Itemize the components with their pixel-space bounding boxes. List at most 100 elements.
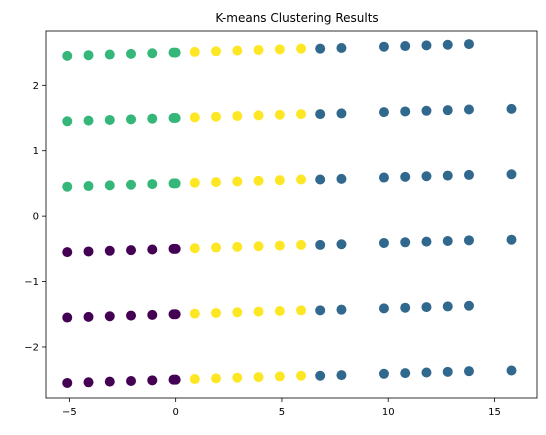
data-point [104, 376, 115, 387]
data-point [400, 41, 411, 52]
data-point [253, 306, 264, 317]
data-point [253, 241, 264, 252]
data-point [62, 181, 73, 192]
data-point [170, 178, 181, 189]
data-point [336, 43, 347, 54]
data-point [189, 374, 200, 385]
data-point [378, 41, 389, 52]
data-point [189, 308, 200, 319]
data-point [315, 109, 326, 120]
chart-title: K-means Clustering Results [215, 11, 378, 25]
data-point [104, 311, 115, 322]
data-point [83, 246, 94, 257]
data-point [400, 171, 411, 182]
data-point [170, 309, 181, 320]
data-point [421, 40, 432, 51]
data-point [232, 176, 243, 187]
data-point [147, 244, 158, 255]
data-point [170, 243, 181, 254]
x-tick-label: 0 [172, 407, 178, 418]
data-point [83, 377, 94, 388]
x-tick-label: 15 [488, 407, 501, 418]
data-point [442, 170, 453, 181]
data-point [211, 307, 222, 318]
data-point [104, 49, 115, 60]
data-point [336, 108, 347, 119]
data-point [296, 43, 307, 54]
data-point [83, 311, 94, 322]
scatter-points [62, 39, 517, 388]
data-point [232, 111, 243, 122]
data-point [253, 44, 264, 55]
data-point [506, 234, 517, 245]
data-point [126, 179, 137, 190]
data-point [378, 172, 389, 183]
data-point [232, 307, 243, 318]
data-point [211, 46, 222, 57]
data-point [232, 241, 243, 252]
data-point [189, 243, 200, 254]
data-point [442, 105, 453, 116]
data-point [400, 237, 411, 248]
data-point [211, 373, 222, 384]
y-tick-label: −1 [24, 277, 39, 288]
data-point [274, 371, 285, 382]
data-point [463, 39, 474, 50]
data-point [147, 113, 158, 124]
data-point [463, 235, 474, 246]
data-point [442, 39, 453, 50]
y-tick-label: 0 [33, 212, 39, 223]
data-point [126, 245, 137, 256]
data-point [378, 303, 389, 314]
data-point [189, 112, 200, 123]
y-tick-label: 1 [33, 146, 39, 157]
data-point [211, 111, 222, 122]
data-point [400, 106, 411, 117]
data-point [211, 177, 222, 188]
data-point [170, 113, 181, 124]
data-point [62, 116, 73, 127]
data-point [296, 305, 307, 316]
data-point [83, 50, 94, 61]
data-point [442, 235, 453, 246]
data-point [336, 304, 347, 315]
data-point [232, 45, 243, 56]
data-point [296, 370, 307, 381]
data-point [421, 367, 432, 378]
data-point [506, 365, 517, 376]
x-axis-ticks: −5 0 5 10 15 [62, 398, 501, 418]
data-point [253, 175, 264, 186]
data-point [421, 236, 432, 247]
data-point [147, 375, 158, 386]
data-point [170, 47, 181, 58]
data-point [315, 43, 326, 54]
data-point [463, 366, 474, 377]
axes-frame [45, 30, 538, 399]
data-point [126, 114, 137, 125]
data-point [463, 169, 474, 180]
data-point [296, 109, 307, 120]
data-point [400, 302, 411, 313]
data-point [62, 247, 73, 258]
data-point [274, 175, 285, 186]
data-point [378, 237, 389, 248]
data-point [463, 104, 474, 115]
data-point [147, 309, 158, 320]
data-point [336, 370, 347, 381]
data-point [315, 174, 326, 185]
data-point [274, 109, 285, 120]
data-point [126, 310, 137, 321]
x-tick-label: 5 [279, 407, 285, 418]
data-point [336, 173, 347, 184]
data-point [189, 46, 200, 57]
data-point [315, 305, 326, 316]
data-point [104, 114, 115, 125]
data-point [274, 305, 285, 316]
data-point [147, 179, 158, 190]
y-axis-ticks: −2 −1 0 1 2 [24, 81, 46, 353]
data-point [83, 181, 94, 192]
data-point [296, 239, 307, 250]
x-tick-label: −5 [62, 407, 77, 418]
data-point [421, 302, 432, 313]
data-point [378, 368, 389, 379]
